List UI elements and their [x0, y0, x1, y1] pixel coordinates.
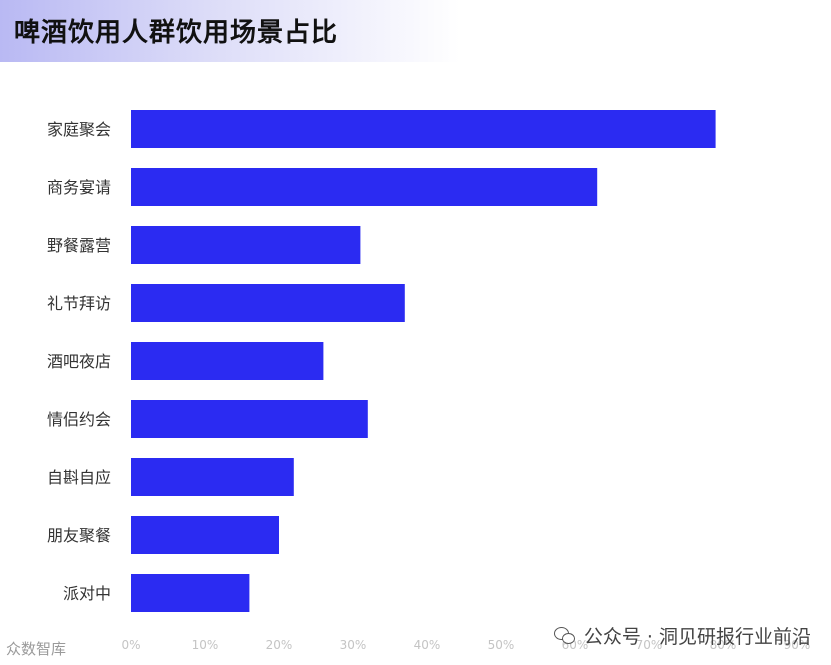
- x-tick-label: 10%: [192, 638, 219, 652]
- category-label: 派对中: [63, 584, 111, 603]
- x-tick-label: 80%: [710, 638, 737, 652]
- category-label: 酒吧夜店: [47, 352, 111, 371]
- category-label: 礼节拜访: [47, 294, 111, 313]
- chart-title: 啤酒饮用人群饮用场景占比: [14, 18, 339, 48]
- category-label: 自斟自应: [47, 468, 111, 487]
- title-band: [0, 0, 460, 62]
- x-tick-label: 0%: [121, 638, 140, 652]
- watermark-right: 公众号 · 洞见研报行业前沿: [553, 622, 811, 649]
- x-tick-label: 30%: [340, 638, 367, 652]
- x-tick-label: 70%: [636, 638, 663, 652]
- x-tick-label: 40%: [414, 638, 441, 652]
- x-tick-label: 20%: [266, 638, 293, 652]
- category-label: 家庭聚会: [47, 120, 111, 139]
- bar-8: [131, 516, 279, 554]
- bar-3: [131, 226, 361, 264]
- bar-4: [131, 284, 405, 322]
- bar-5: [131, 342, 324, 380]
- category-label: 朋友聚餐: [47, 526, 111, 545]
- category-label: 野餐露营: [47, 236, 111, 255]
- category-label: 情侣约会: [47, 410, 111, 429]
- x-tick-label: 90%: [784, 638, 811, 652]
- watermark-left: 众数智库: [6, 640, 67, 658]
- bar-1: [131, 110, 716, 148]
- watermark-right-text: 公众号 · 洞见研报行业前沿: [583, 626, 811, 648]
- bar-6: [131, 400, 368, 438]
- wechat-icon: [553, 626, 576, 645]
- bar-9: [131, 574, 250, 612]
- category-label: 商务宴请: [47, 178, 111, 197]
- x-tick-label: 50%: [488, 638, 515, 652]
- bar-7: [131, 458, 294, 496]
- bar-2: [131, 168, 598, 206]
